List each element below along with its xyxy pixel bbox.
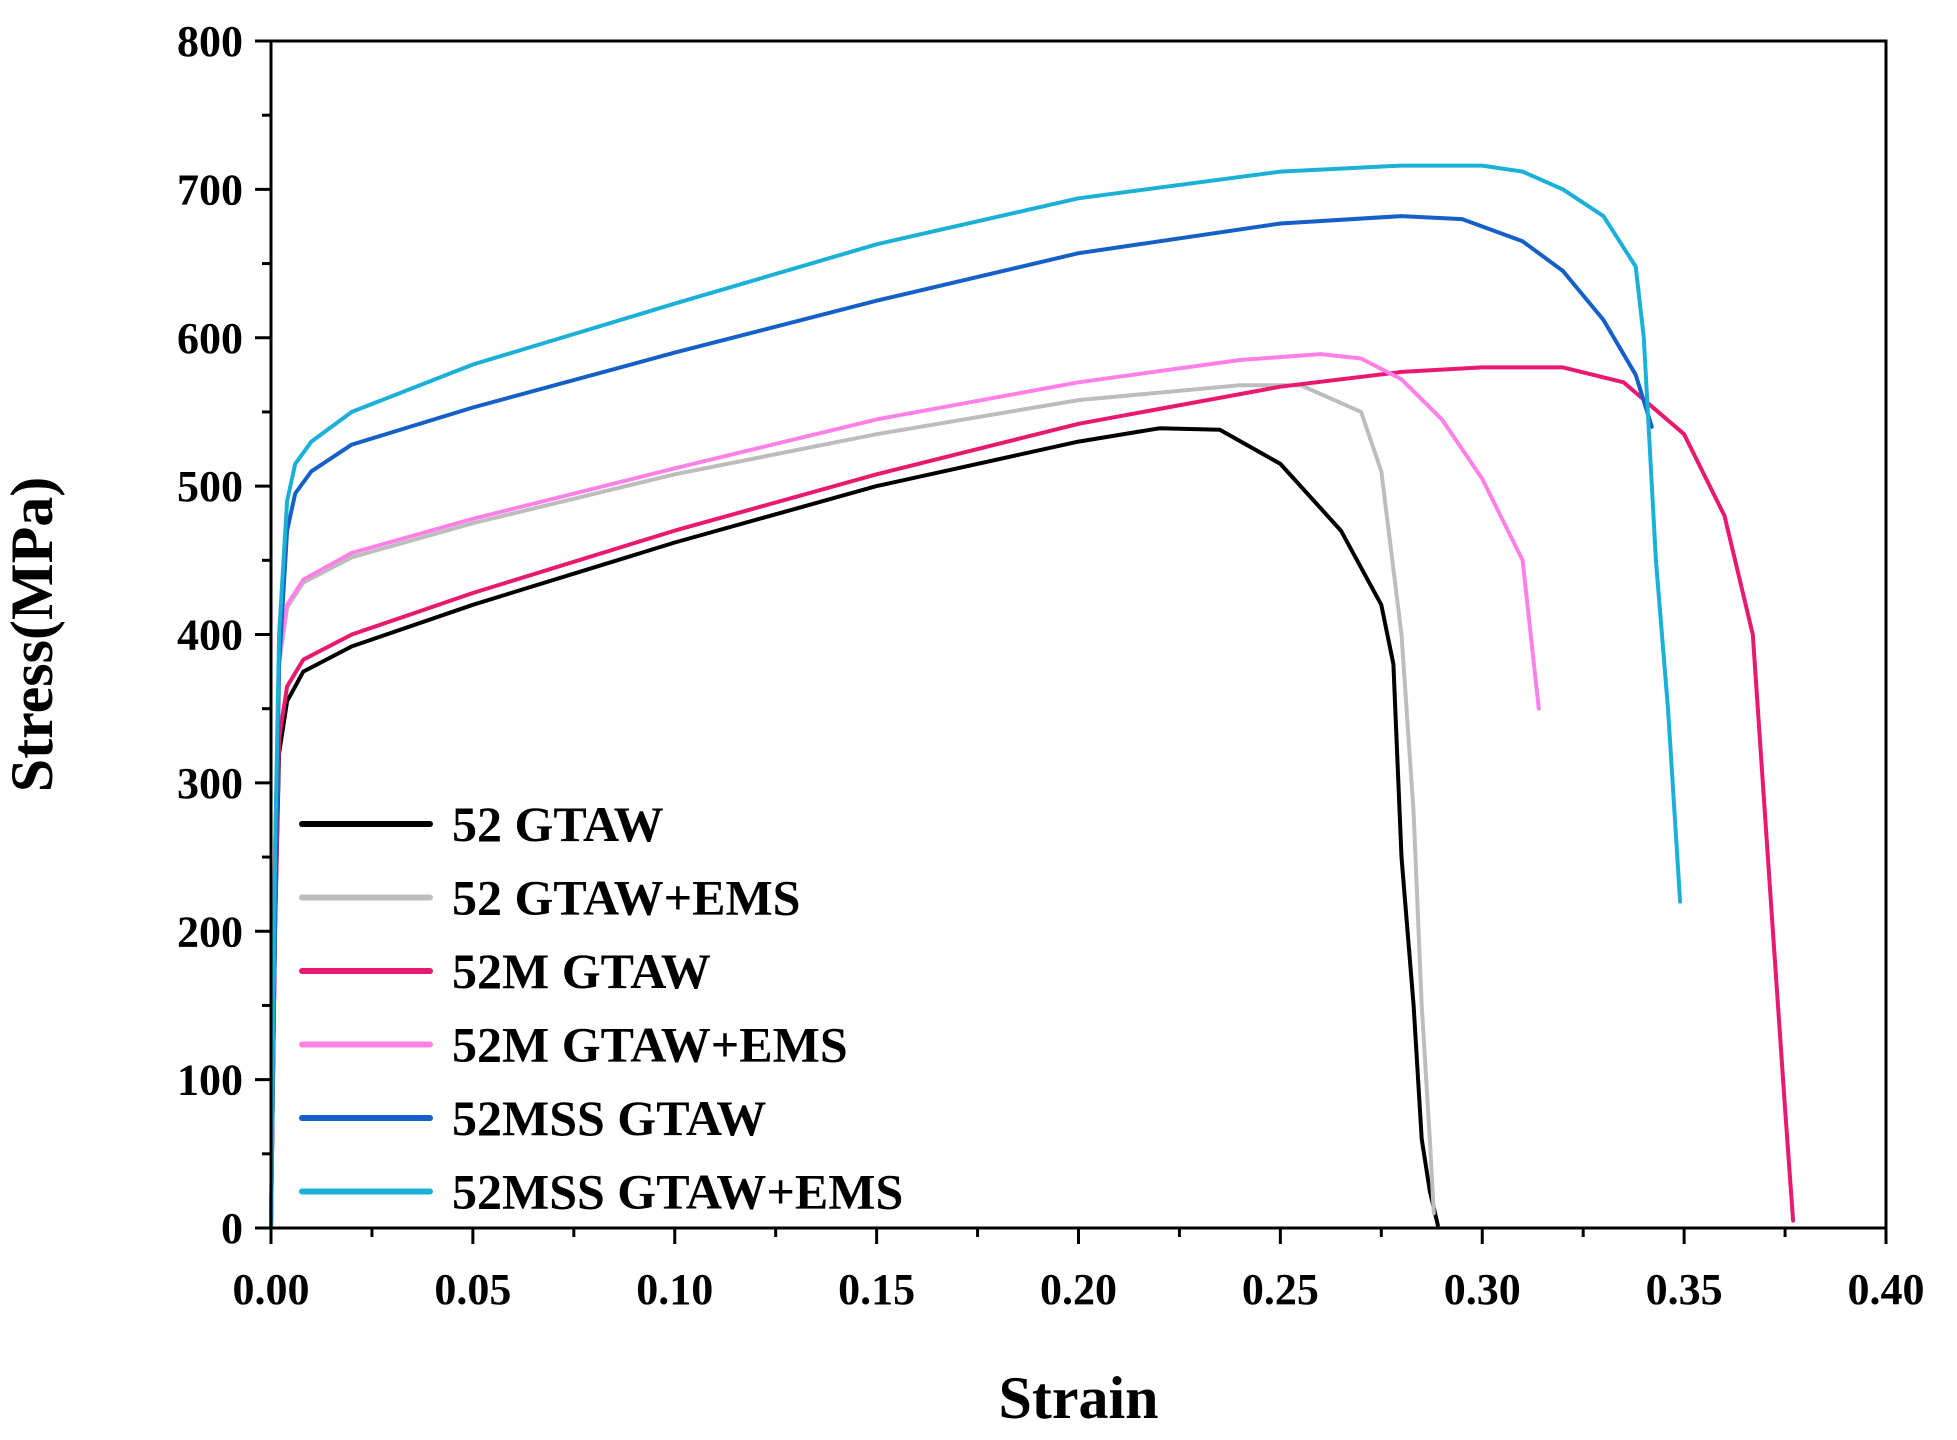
y-tick-label: 800 — [177, 17, 243, 66]
x-tick-label: 0.05 — [434, 1265, 511, 1314]
series-line-4 — [269, 352, 1541, 1230]
tick-labels-group: 0.00 0.05 0.10 0.15 0.20 0.25 0.30 0.35 0.40 0 100… — [177, 17, 1925, 1314]
x-tick-label: 0.00 — [233, 1265, 310, 1314]
x-tick-label: 0.40 — [1848, 1265, 1925, 1314]
y-tick-label: 200 — [177, 907, 243, 956]
y-tick-label: 500 — [177, 462, 243, 511]
y-tick-label: 400 — [177, 611, 243, 660]
legend-label-5: 52MSS GTAW — [452, 1090, 766, 1146]
legend-label-2: 52 GTAW+EMS — [452, 870, 800, 926]
y-tick-label: 700 — [177, 165, 243, 214]
series-line-1 — [269, 426, 1440, 1230]
series-line-2 — [269, 383, 1436, 1230]
legend-label-4: 52M GTAW+EMS — [452, 1017, 848, 1073]
legend-label-3: 52M GTAW — [452, 943, 711, 999]
ticks-group — [255, 39, 1888, 1244]
x-tick-label: 0.10 — [636, 1265, 713, 1314]
series-line-3 — [269, 365, 1796, 1230]
legend-label-1: 52 GTAW — [452, 796, 664, 852]
y-tick-label: 600 — [177, 314, 243, 363]
y-tick-label: 300 — [177, 759, 243, 808]
x-tick-label: 0.20 — [1040, 1265, 1117, 1314]
series-line-6 — [269, 163, 1683, 1230]
legend: 52 GTAW 52 GTAW+EMS 52M GTAW 52M GTAW+EMS 52… — [299, 796, 903, 1220]
x-tick-label: 0.30 — [1444, 1265, 1521, 1314]
legend-label-6: 52MSS GTAW+EMS — [452, 1164, 903, 1220]
x-tick-label: 0.35 — [1646, 1265, 1723, 1314]
y-tick-label: 100 — [177, 1056, 243, 1105]
series-group — [269, 163, 1796, 1230]
x-tick-label: 0.25 — [1242, 1265, 1319, 1314]
x-tick-label: 0.15 — [838, 1265, 915, 1314]
y-tick-label: 0 — [221, 1204, 243, 1253]
y-axis-title: Stress(MPa) — [0, 477, 65, 792]
x-axis-title: Strain — [998, 1365, 1158, 1431]
